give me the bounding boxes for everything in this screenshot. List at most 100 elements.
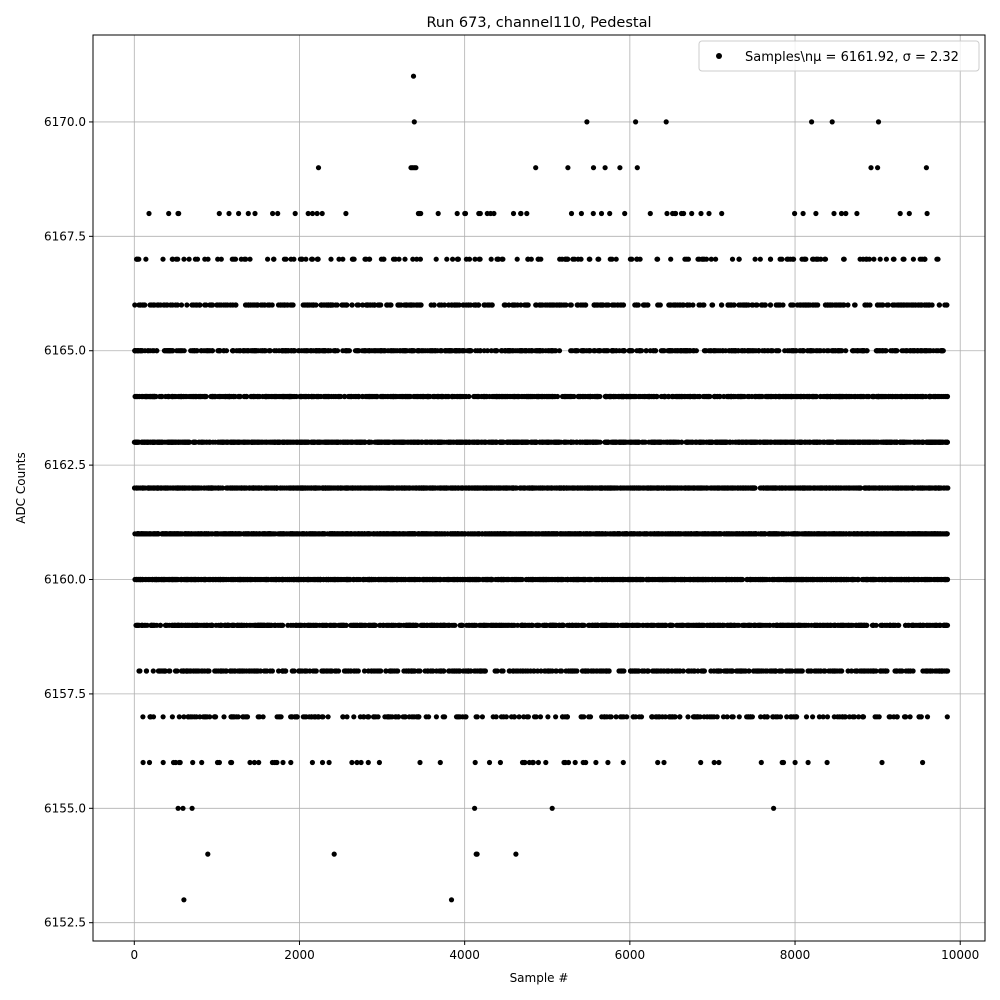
data-point <box>575 622 581 628</box>
data-point <box>137 576 143 583</box>
data-point <box>920 759 926 766</box>
data-point <box>218 622 224 628</box>
data-point <box>508 714 515 720</box>
data-point <box>460 576 466 583</box>
data-point <box>187 668 193 674</box>
data-point <box>626 622 632 628</box>
data-point <box>494 531 500 537</box>
data-point <box>524 714 530 720</box>
data-point <box>178 576 184 583</box>
data-point <box>601 714 607 720</box>
data-point <box>161 668 167 674</box>
data-point <box>779 531 785 537</box>
data-point <box>417 759 423 766</box>
data-point <box>597 668 603 674</box>
data-point <box>223 668 229 674</box>
data-point <box>882 668 889 674</box>
data-point <box>906 576 912 583</box>
data-point <box>252 531 258 537</box>
data-point <box>455 714 461 720</box>
data-point <box>216 759 222 766</box>
data-point <box>160 759 166 766</box>
data-point <box>636 668 642 674</box>
data-point <box>656 531 662 537</box>
data-point <box>203 531 209 537</box>
data-point <box>773 668 779 674</box>
data-point <box>411 622 417 628</box>
data-point <box>173 622 179 628</box>
data-point <box>724 714 730 720</box>
data-point <box>886 576 892 583</box>
data-point <box>195 531 202 537</box>
data-point <box>228 759 234 766</box>
data-point <box>204 622 210 628</box>
data-point <box>828 531 834 537</box>
data-point <box>677 531 683 537</box>
data-point <box>195 668 201 674</box>
data-point <box>395 576 402 583</box>
data-point <box>384 531 390 537</box>
data-point <box>770 531 776 537</box>
data-point <box>147 714 153 720</box>
data-point <box>824 759 830 766</box>
data-point <box>576 531 583 537</box>
data-point <box>402 714 408 720</box>
data-point <box>500 668 506 674</box>
data-point <box>280 759 286 766</box>
data-point <box>407 576 413 583</box>
data-point <box>499 531 505 537</box>
data-point <box>785 622 791 628</box>
data-point <box>485 622 491 628</box>
data-point <box>541 622 548 628</box>
data-point <box>729 531 735 537</box>
data-point <box>309 714 315 720</box>
data-point <box>475 531 482 537</box>
data-point <box>309 759 315 766</box>
data-point <box>460 668 466 674</box>
data-point <box>581 714 587 720</box>
data-point <box>312 714 318 720</box>
data-point <box>641 668 647 674</box>
data-point <box>715 622 722 628</box>
data-point <box>863 576 869 583</box>
data-point <box>406 531 412 537</box>
data-point <box>630 531 636 537</box>
data-point <box>345 668 351 674</box>
data-point <box>337 622 343 628</box>
data-point <box>892 622 898 628</box>
data-point <box>371 622 377 628</box>
data-point <box>397 531 403 537</box>
data-point <box>806 668 812 674</box>
data-point <box>336 576 342 583</box>
data-point <box>396 714 402 720</box>
data-point <box>533 714 539 720</box>
data-point <box>312 668 318 674</box>
data-point <box>792 714 798 720</box>
data-point <box>820 576 826 583</box>
data-point <box>713 531 720 537</box>
data-point <box>670 622 676 628</box>
data-point <box>556 622 562 628</box>
data-point <box>310 576 316 583</box>
data-point <box>340 714 346 720</box>
data-point <box>549 668 555 674</box>
data-point <box>789 622 795 628</box>
data-point <box>507 531 513 537</box>
data-point <box>794 576 800 583</box>
data-point <box>775 576 782 583</box>
data-point <box>855 531 861 537</box>
data-point <box>462 531 468 537</box>
data-point <box>656 714 663 720</box>
data-point <box>388 622 394 628</box>
data-point <box>425 668 431 674</box>
data-point <box>657 622 663 628</box>
data-point <box>860 714 866 720</box>
data-point <box>835 714 841 720</box>
data-point <box>758 714 764 720</box>
data-point <box>751 531 757 537</box>
data-point <box>242 714 248 720</box>
data-point <box>619 668 625 674</box>
data-point <box>711 668 717 674</box>
data-point <box>175 531 181 537</box>
data-point <box>894 576 900 583</box>
